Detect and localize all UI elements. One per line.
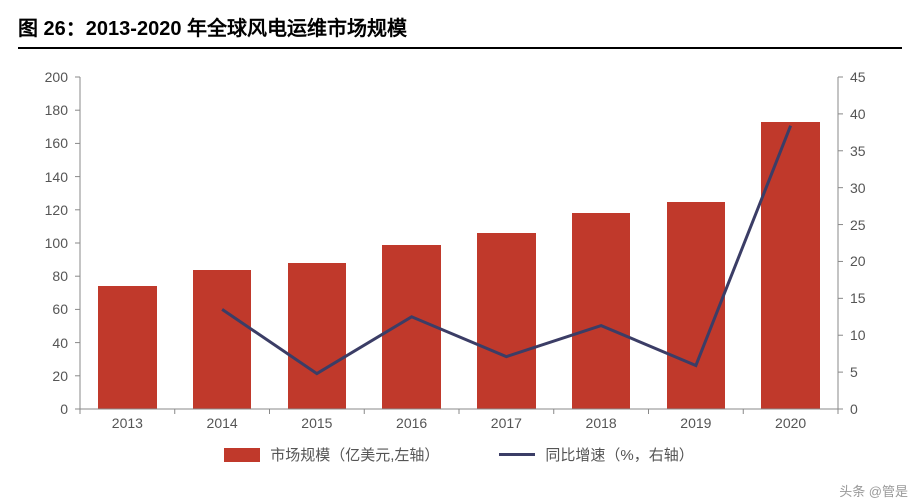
y-left-tick: 200 <box>28 69 68 85</box>
x-axis-labels: 2013 2014 2015 2016 2017 2018 2019 2020 <box>80 415 838 435</box>
y-left-tick: 100 <box>28 235 68 251</box>
plot-area <box>80 77 838 409</box>
axis-layer <box>80 77 838 409</box>
chart-title-row: 图 26：2013-2020 年全球风电运维市场规模 <box>18 12 902 49</box>
chart-area: 020406080100120140160180200 051015202530… <box>24 77 894 457</box>
y-right-tick: 40 <box>850 106 890 122</box>
y-left-tick: 20 <box>28 368 68 384</box>
y-left-tick: 120 <box>28 202 68 218</box>
y-left-tick: 0 <box>28 401 68 417</box>
legend-label-line: 同比增速（%，右轴） <box>545 444 693 465</box>
y-right-tick: 10 <box>850 327 890 343</box>
y-right-tick: 5 <box>850 364 890 380</box>
x-label: 2016 <box>396 415 427 431</box>
y-right-tick: 30 <box>850 180 890 196</box>
y-right-tick: 15 <box>850 290 890 306</box>
x-label: 2019 <box>680 415 711 431</box>
y-right-tick: 35 <box>850 143 890 159</box>
y-right-tick: 20 <box>850 253 890 269</box>
x-label: 2013 <box>112 415 143 431</box>
y-left-tick: 60 <box>28 301 68 317</box>
y-left-tick: 140 <box>28 169 68 185</box>
chart-title: 图 26：2013-2020 年全球风电运维市场规模 <box>18 18 407 40</box>
watermark: 头条 @管是 <box>839 481 908 500</box>
legend-swatch-line <box>499 453 535 456</box>
y-right-tick: 25 <box>850 217 890 233</box>
x-label: 2015 <box>301 415 332 431</box>
legend-item-bars: 市场规模（亿美元,左轴） <box>224 444 439 465</box>
y-left-tick: 80 <box>28 268 68 284</box>
legend-item-line: 同比增速（%，右轴） <box>499 444 693 465</box>
legend-label-bars: 市场规模（亿美元,左轴） <box>270 444 439 465</box>
x-label: 2017 <box>491 415 522 431</box>
x-label: 2014 <box>207 415 238 431</box>
y-left-tick: 40 <box>28 335 68 351</box>
legend: 市场规模（亿美元,左轴） 同比增速（%，右轴） <box>24 444 894 465</box>
x-label: 2020 <box>775 415 806 431</box>
legend-swatch-bar <box>224 448 260 462</box>
y-right-tick: 45 <box>850 69 890 85</box>
y-left-tick: 160 <box>28 135 68 151</box>
y-left-tick: 180 <box>28 102 68 118</box>
y-right-tick: 0 <box>850 401 890 417</box>
x-label: 2018 <box>586 415 617 431</box>
